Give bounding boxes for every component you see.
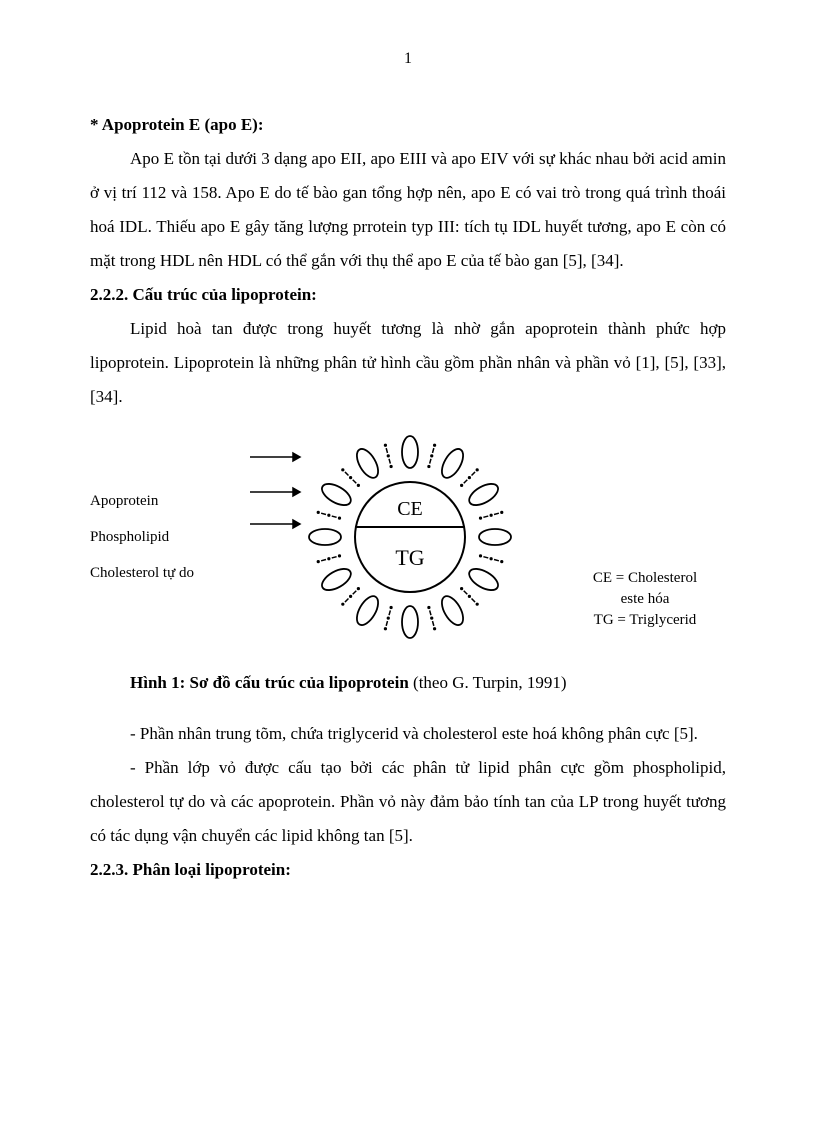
- heading-classification: 2.2.3. Phân loại lipoprotein:: [90, 853, 726, 887]
- heading-apoprotein-e: * Apoprotein E (apo E):: [90, 108, 726, 142]
- caption-bold: Hình 1: Sơ đồ cấu trúc của lipoprotein: [130, 673, 409, 692]
- legend-ce-line1: CE = Cholesterol: [575, 568, 715, 589]
- page: 1 * Apoprotein E (apo E): Apo E tồn tại …: [0, 0, 816, 937]
- figure-lipoprotein: Apoprotein Phospholipid Cholesterol tự d…: [90, 422, 726, 657]
- paragraph-structure: Lipid hoà tan được trong huyết tương là …: [90, 312, 726, 414]
- lipoprotein-diagram-icon: CE TG: [245, 422, 565, 652]
- label-phospholipid: Phospholipid: [90, 522, 245, 552]
- caption-rest: (theo G. Turpin, 1991): [409, 673, 567, 692]
- paragraph-core: - Phần nhân trung tõm, chứa triglycerid …: [90, 717, 726, 751]
- figure-left-labels: Apoprotein Phospholipid Cholesterol tự d…: [90, 486, 245, 594]
- core-ce-label: CE: [397, 498, 423, 520]
- label-cholesterol-free: Cholesterol tự do: [90, 558, 245, 588]
- page-number: 1: [90, 50, 726, 68]
- paragraph-shell: - Phần lớp vỏ được cấu tạo bởi các phân …: [90, 751, 726, 853]
- legend-ce-line2: este hóa: [575, 589, 715, 610]
- label-apoprotein: Apoprotein: [90, 486, 245, 516]
- paragraph-apo-e: Apo E tồn tại dưới 3 dạng apo EII, apo E…: [90, 142, 726, 278]
- figure-svg: CE TG: [245, 422, 565, 657]
- heading-structure: 2.2.2. Cấu trúc của lipoprotein:: [90, 278, 726, 312]
- legend-tg: TG = Triglycerid: [575, 610, 715, 631]
- core-tg-label: TG: [395, 545, 424, 570]
- figure-caption: Hình 1: Sơ đồ cấu trúc của lipoprotein (…: [130, 673, 726, 693]
- figure-legend: CE = Cholesterol este hóa TG = Triglycer…: [575, 568, 715, 631]
